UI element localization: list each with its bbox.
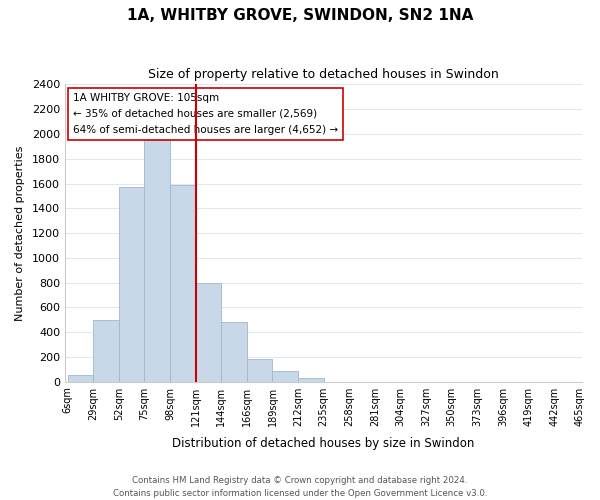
Y-axis label: Number of detached properties: Number of detached properties (15, 146, 25, 320)
Text: 1A, WHITBY GROVE, SWINDON, SN2 1NA: 1A, WHITBY GROVE, SWINDON, SN2 1NA (127, 8, 473, 22)
Bar (247, 358, 272, 382)
Bar (93, 320, 119, 382)
Text: Contains HM Land Registry data © Crown copyright and database right 2024.
Contai: Contains HM Land Registry data © Crown c… (113, 476, 487, 498)
Bar (272, 370, 298, 382)
Text: 1A WHITBY GROVE: 105sqm
← 35% of detached houses are smaller (2,569)
64% of semi: 1A WHITBY GROVE: 105sqm ← 35% of detache… (73, 94, 338, 134)
Bar (170, 185, 196, 382)
X-axis label: Distribution of detached houses by size in Swindon: Distribution of detached houses by size … (172, 437, 475, 450)
Bar (196, 282, 221, 382)
Bar (145, 140, 170, 382)
Bar (68, 376, 93, 382)
Title: Size of property relative to detached houses in Swindon: Size of property relative to detached ho… (148, 68, 499, 80)
Bar (298, 378, 323, 382)
Bar (221, 322, 247, 382)
Bar (119, 186, 145, 382)
